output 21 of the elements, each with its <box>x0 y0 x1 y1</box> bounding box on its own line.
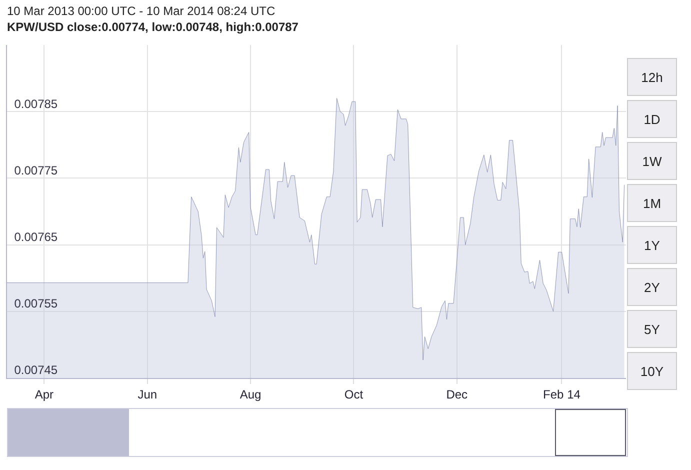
y-tick-label: 0.00785 <box>14 96 58 111</box>
x-tick-label: Dec <box>446 387 468 402</box>
text: 1Y <box>627 226 677 264</box>
y-tick-label: 0.00755 <box>14 296 58 311</box>
text: 10Y <box>627 352 677 390</box>
text: 2Y <box>627 268 677 306</box>
text: 1M <box>627 184 677 222</box>
x-tick-label: Apr <box>34 387 54 402</box>
x-tick-label: Aug <box>240 387 262 402</box>
y-tick-label: 0.00745 <box>14 363 58 378</box>
text: 12h <box>627 58 677 96</box>
y-tick-label: 0.00765 <box>14 230 58 244</box>
text: 5Y <box>627 310 677 348</box>
chart-subtitle: KPW/USD close:0.00774, low:0.00748, high:0.00787 <box>7 19 298 35</box>
x-tick-label: Jun <box>138 387 158 402</box>
y-tick-label: 0.00775 <box>14 163 58 178</box>
x-tick-label: Oct <box>344 387 364 402</box>
text: 1D <box>627 100 677 138</box>
x-tick-label: Feb 14 <box>543 387 581 402</box>
text: 1W <box>627 142 677 180</box>
chart-title: 10 Mar 2013 00:00 UTC - 10 Mar 2014 08:24 UTC <box>7 3 276 19</box>
